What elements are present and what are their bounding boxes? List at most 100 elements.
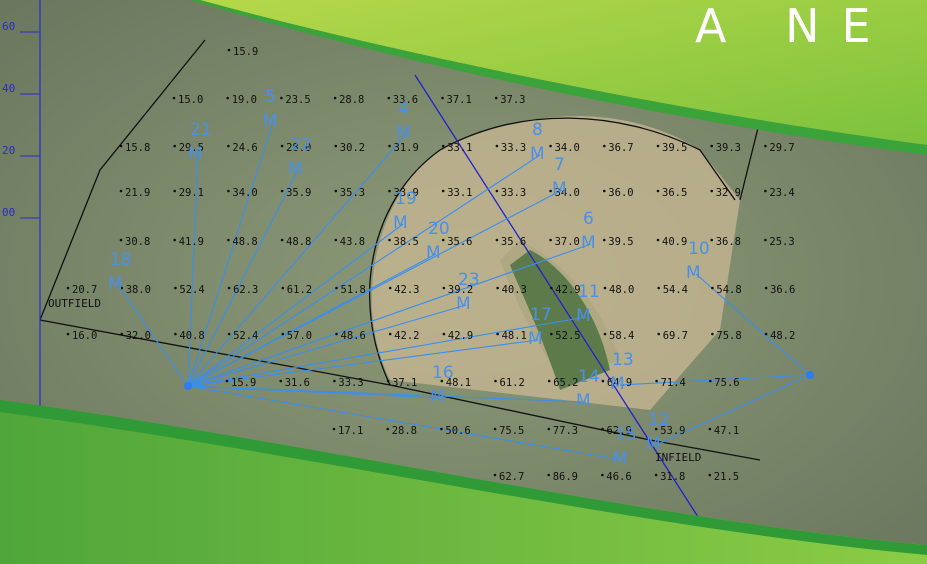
illuminance-value: 37.1 (392, 377, 417, 389)
illuminance-value: 42.3 (394, 284, 419, 296)
axis-label: 60 (2, 20, 15, 33)
pole-number: 19 (395, 189, 417, 209)
illuminance-value: 28.8 (392, 425, 417, 437)
illuminance-value: 17.1 (338, 425, 363, 437)
illuminance-value: 40.9 (662, 236, 687, 248)
pole-number: 11 (578, 282, 600, 302)
aim-line (655, 374, 811, 446)
infield-dirt (371, 116, 740, 410)
aim-line (187, 223, 404, 387)
grid-point (441, 144, 445, 148)
grid-point (764, 144, 767, 148)
pole-mark: M (393, 213, 408, 233)
illuminance-value: 37.1 (447, 94, 472, 106)
grid-point (550, 332, 553, 336)
aim-line (187, 133, 407, 387)
grid-point (601, 379, 605, 383)
pole-number: 12 (648, 410, 670, 430)
illuminance-value: 43.8 (340, 236, 365, 248)
grid-point (388, 238, 391, 242)
grid-point (442, 286, 446, 290)
grid-point (227, 48, 231, 52)
grid-point (657, 332, 660, 336)
grid-point (173, 189, 176, 193)
bottom-banner-edge (0, 400, 927, 555)
illuminance-value: 71.4 (661, 377, 686, 389)
aim-line (695, 273, 811, 376)
grid-point (547, 473, 550, 477)
pole-number: 23 (458, 270, 480, 290)
illuminance-value: 47.1 (714, 425, 739, 437)
grid-point (66, 286, 70, 290)
illuminance-value: 42.2 (394, 330, 419, 342)
illuminance-value: 33.9 (394, 187, 419, 199)
grid-point (441, 96, 444, 100)
grid-point (493, 427, 497, 431)
illuminance-value: 16.0 (72, 330, 97, 342)
illuminance-value: 35.6 (501, 236, 526, 248)
grid-point (495, 238, 499, 242)
grid-point (332, 427, 336, 431)
illuminance-value: 53.9 (660, 425, 685, 437)
pole-number: 6 (583, 209, 594, 229)
illuminance-value: 62.9 (607, 425, 632, 437)
illuminance-value: 37.0 (555, 236, 580, 248)
illuminance-grid: 15.9 15.0 19.0 23.5 28.8 33.6 37.1 37.3 15.8 29.5… (66, 46, 795, 529)
illuminance-value: 54.8 (716, 284, 741, 296)
illuminance-value: 31.8 (660, 471, 685, 483)
illuminance-value: 36.8 (716, 236, 741, 248)
illuminance-value: 25.3 (769, 236, 794, 248)
grid-point (603, 189, 606, 193)
pole-number: 16 (432, 363, 454, 383)
illuminance-value: 50.6 (445, 425, 470, 437)
illuminance-value: 48.8 (232, 236, 257, 248)
pole-number: 17 (530, 305, 552, 325)
illuminance-value: 61.2 (287, 284, 312, 296)
aim-line (619, 374, 811, 386)
grid-point (493, 473, 497, 477)
illuminance-value: 48.1 (502, 330, 527, 342)
aim-line (187, 243, 592, 387)
grid-point (172, 96, 176, 100)
illuminance-value: 35.6 (447, 236, 472, 248)
illuminance-value: 32.0 (126, 330, 151, 342)
illuminance-value: 39.3 (716, 142, 741, 154)
pole-number: 8 (532, 120, 543, 140)
illuminance-value: 51.8 (341, 284, 366, 296)
grid-point (280, 238, 284, 242)
illuminance-value: 38.5 (394, 236, 419, 248)
grid-point (654, 427, 658, 431)
illuminance-value: 34.0 (555, 142, 580, 154)
illuminance-value: 54.4 (663, 284, 688, 296)
illuminance-value: 48.8 (286, 236, 311, 248)
aim-line (187, 304, 467, 387)
grid-point (227, 286, 231, 290)
grid-point (281, 286, 285, 290)
pole-number: 5 (265, 87, 276, 107)
grid-point (603, 332, 607, 336)
grid-point (227, 144, 230, 148)
illuminance-value: 36.5 (662, 187, 687, 199)
pole-number: 4 (398, 99, 409, 119)
grid-point (603, 286, 607, 290)
grid-point (386, 379, 390, 383)
grid-point (280, 189, 284, 193)
grid-point (764, 189, 767, 193)
pole-mark: M (576, 391, 591, 411)
illuminance-value: 48.2 (770, 330, 795, 342)
grid-point (388, 189, 391, 193)
grid-point (710, 238, 713, 242)
pole-mark: M (288, 159, 303, 179)
grid-point (655, 379, 658, 383)
illuminance-value: 42.9 (555, 284, 580, 296)
pole-position (184, 382, 192, 390)
grid-point (388, 144, 391, 148)
illuminance-value: 58.4 (609, 330, 634, 342)
illuminance-value: 38.0 (126, 284, 151, 296)
illuminance-value: 24.6 (232, 142, 257, 154)
top-banner (200, 0, 927, 145)
illuminance-value: 75.8 (716, 330, 741, 342)
illuminance-value: 64.9 (607, 377, 632, 389)
pole-number: 10 (688, 239, 710, 259)
grid-point (386, 427, 390, 431)
